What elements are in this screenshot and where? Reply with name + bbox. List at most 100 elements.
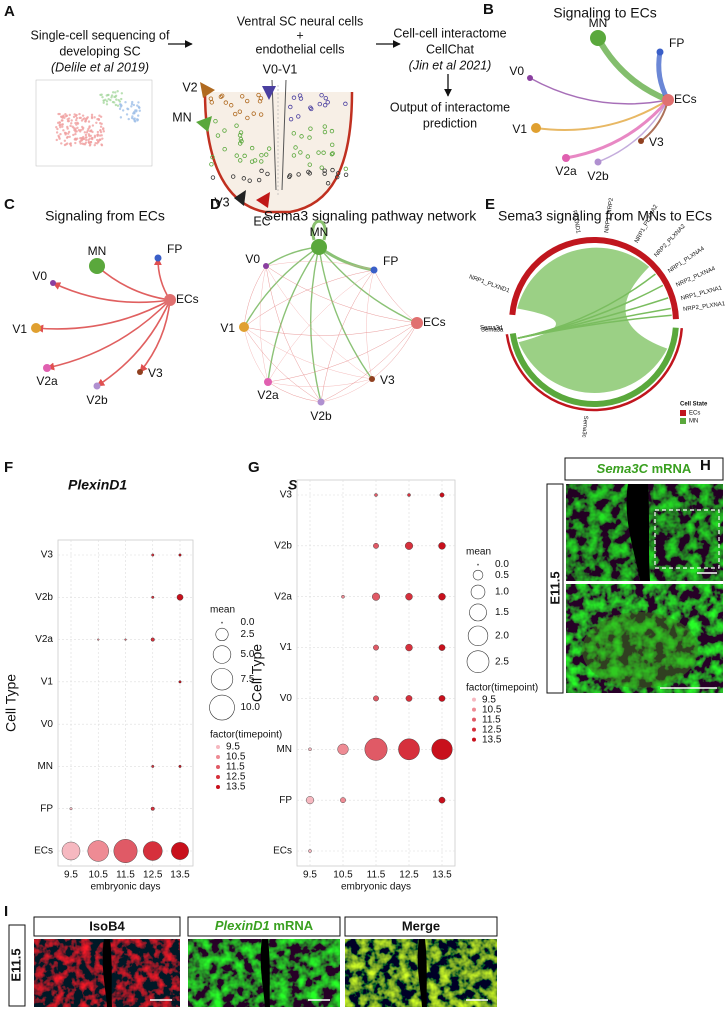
- legend-label: 0.5: [495, 570, 509, 581]
- panel-label: A: [4, 3, 15, 20]
- node-label: MN: [310, 225, 329, 239]
- label: (Jin et al 2021): [409, 58, 492, 72]
- neuron: [288, 116, 294, 122]
- node-label: V2a: [257, 388, 279, 402]
- node: [50, 280, 56, 286]
- umap-point: [105, 100, 109, 103]
- node: [531, 123, 541, 133]
- umap-point: [55, 126, 58, 129]
- neuron: [299, 134, 304, 139]
- neuron: [323, 95, 328, 101]
- neuron: [325, 181, 331, 186]
- label: CellChat: [426, 42, 474, 56]
- neuron: [330, 151, 335, 156]
- panel-label: B: [483, 1, 494, 18]
- x-tick-label: 13.5: [170, 870, 190, 881]
- edge: [318, 245, 375, 272]
- node: [369, 376, 375, 382]
- panel-title: Signaling from ECs: [45, 208, 165, 224]
- umap-point: [69, 142, 72, 145]
- dot: [151, 553, 155, 557]
- dot: [151, 595, 155, 599]
- dot: [87, 840, 109, 862]
- edge: [243, 322, 418, 336]
- umap-point: [66, 127, 69, 130]
- umap-point: [91, 124, 95, 127]
- neuron: [218, 94, 224, 100]
- legend-label: 13.5: [226, 782, 246, 793]
- neuron: [297, 93, 303, 98]
- dot: [364, 737, 388, 761]
- node-label: MN: [88, 244, 107, 258]
- label: prediction: [423, 116, 477, 130]
- size-legend-dot: [210, 668, 234, 691]
- neuron: [237, 109, 243, 114]
- legend-label: 5.0: [241, 649, 255, 660]
- legend-swatch: [216, 775, 220, 780]
- umap-point: [99, 93, 102, 97]
- umap-point: [81, 114, 85, 117]
- umap-point: [114, 91, 117, 94]
- legend-label: 11.5: [226, 762, 245, 773]
- legend-swatch: [472, 697, 476, 702]
- neuron: [257, 99, 263, 104]
- umap-point: [74, 130, 77, 133]
- umap-point: [138, 109, 141, 112]
- umap-point: [74, 132, 77, 136]
- panel-title: Sema3 signaling from MNs to ECs: [498, 208, 712, 224]
- neuron: [335, 174, 340, 180]
- legend-label: 2.5: [495, 656, 509, 667]
- node: [662, 94, 674, 106]
- umap-point: [124, 101, 127, 104]
- receptor-label: NRP1_NRP2: [604, 197, 615, 233]
- edge: [265, 261, 375, 271]
- x-tick-label: 10.5: [333, 870, 353, 881]
- y-tick-label: FP: [40, 803, 53, 814]
- dot: [151, 764, 155, 768]
- neuron: [307, 162, 312, 167]
- dot: [431, 738, 453, 760]
- node-label: V0: [245, 252, 260, 266]
- size-legend-dot: [215, 627, 229, 642]
- neuron: [330, 167, 335, 173]
- schematic-label: V3: [214, 195, 229, 209]
- header: PlexinD1 mRNA: [215, 918, 314, 933]
- umap-point: [100, 122, 103, 126]
- node: [311, 239, 327, 255]
- size-legend-dot: [477, 563, 479, 566]
- neuron: [238, 158, 243, 163]
- neuron: [330, 142, 335, 148]
- edge: [267, 269, 375, 383]
- umap-point: [102, 99, 105, 102]
- legend-swatch: [216, 785, 220, 790]
- neuron: [316, 150, 321, 155]
- umap-point: [95, 138, 99, 142]
- neuron: [258, 112, 264, 117]
- umap-point: [63, 143, 67, 147]
- umap-point: [68, 113, 71, 117]
- size-legend-dot: [209, 694, 235, 721]
- node-label: V2a: [36, 374, 58, 388]
- neuron: [213, 118, 218, 124]
- neuron: [238, 130, 244, 135]
- dot: [340, 797, 346, 804]
- x-tick-label: 9.5: [303, 870, 317, 881]
- edge: [243, 326, 269, 383]
- receptor-label: NRP1_PLXND1: [468, 274, 511, 294]
- node: [638, 138, 644, 144]
- umap-point: [60, 119, 64, 122]
- edge: [595, 36, 670, 103]
- node-label: V3: [649, 135, 664, 149]
- x-tick-label: 13.5: [432, 870, 452, 881]
- node-label: V3: [380, 373, 395, 387]
- edge: [243, 326, 322, 403]
- dot: [113, 839, 138, 863]
- size-legend-dot: [212, 645, 232, 664]
- legend-swatch: [472, 727, 476, 732]
- dot: [371, 592, 381, 601]
- umap-point: [87, 138, 90, 142]
- edge: [565, 99, 670, 160]
- legend-swatch: [472, 717, 476, 722]
- plot-frame: [57, 539, 194, 867]
- umap-frame: [35, 79, 153, 167]
